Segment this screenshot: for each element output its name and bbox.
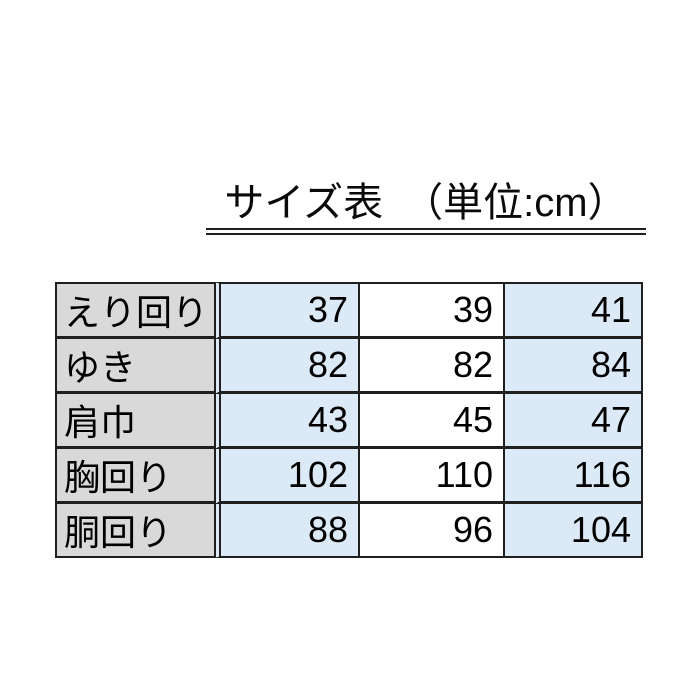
table-row: 肩巾 43 45 47	[55, 394, 643, 449]
size-value: 45	[358, 394, 503, 449]
title-double-underline	[206, 228, 646, 235]
size-value: 96	[358, 504, 503, 558]
size-value: 84	[503, 339, 643, 394]
size-value: 37	[214, 282, 358, 339]
size-value: 82	[358, 339, 503, 394]
row-label: 胸回り	[55, 449, 214, 504]
row-label: ゆき	[55, 339, 214, 394]
table-row: えり回り 37 39 41	[55, 282, 643, 339]
row-label: えり回り	[55, 282, 214, 339]
size-value: 88	[214, 504, 358, 558]
table-row: 胸回り 102 110 116	[55, 449, 643, 504]
size-chart-title-block: サイズ表 （単位:cm）	[206, 180, 646, 235]
size-table: えり回り 37 39 41 ゆき 82 82 84 肩巾 43 45 47 胸回り 102 110 116 胴回…	[55, 282, 643, 558]
size-table-body: えり回り 37 39 41 ゆき 82 82 84 肩巾 43 45 47 胸回り 102 110 116 胴回…	[55, 282, 643, 558]
size-value: 39	[358, 282, 503, 339]
size-value: 102	[214, 449, 358, 504]
size-value: 41	[503, 282, 643, 339]
size-value: 116	[503, 449, 643, 504]
table-row: ゆき 82 82 84	[55, 339, 643, 394]
page-title: サイズ表 （単位:cm）	[224, 181, 628, 225]
size-value: 47	[503, 394, 643, 449]
size-value: 82	[214, 339, 358, 394]
size-value: 110	[358, 449, 503, 504]
table-row: 胴回り 88 96 104	[55, 504, 643, 558]
size-value: 43	[214, 394, 358, 449]
row-label: 肩巾	[55, 394, 214, 449]
row-label: 胴回り	[55, 504, 214, 558]
size-value: 104	[503, 504, 643, 558]
